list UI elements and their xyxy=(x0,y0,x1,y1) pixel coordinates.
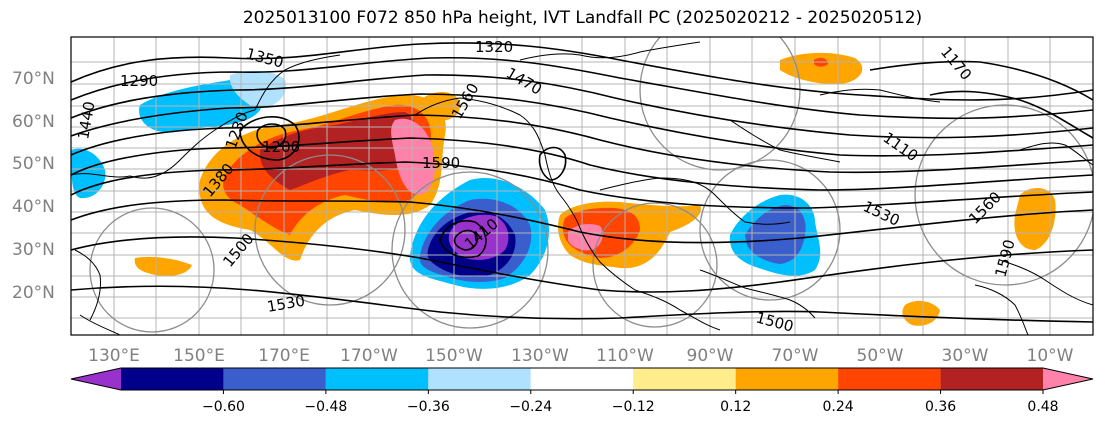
colorbar-extend-high xyxy=(1043,368,1093,390)
colorbar-tick-label: −0.60 xyxy=(202,399,245,415)
lon-label: 130°E xyxy=(88,346,140,366)
colorbar: −0.60 −0.48 −0.36 −0.24 −0.12 0.12 0.24 0.36 0.4… xyxy=(70,367,1094,415)
colorbar-tick-label: −0.36 xyxy=(407,399,450,415)
colorbar-tick-label: 0.48 xyxy=(1027,399,1058,415)
lon-label: 170°W xyxy=(340,346,398,366)
lon-label: 50°W xyxy=(857,346,904,366)
colorbar-tick-label: 0.24 xyxy=(823,399,854,415)
shade-positive-region xyxy=(134,256,192,277)
colorbar-outline xyxy=(70,367,1094,391)
shade-positive-region xyxy=(259,112,417,190)
lat-label: 40°N xyxy=(12,197,55,217)
longitude-labels: 130°E 150°E 170°E 170°W 150°W 130°W 110°… xyxy=(88,346,1074,366)
colorbar-segment xyxy=(735,368,839,390)
graticule xyxy=(71,37,1093,335)
colorbar-segment xyxy=(428,368,531,390)
lat-label: 50°N xyxy=(12,154,55,174)
contour-label: 1290 xyxy=(120,72,158,90)
lon-label: 150°W xyxy=(425,346,483,366)
lon-label: 130°W xyxy=(511,346,569,366)
colorbar-segment xyxy=(940,368,1043,390)
shade-positive-region xyxy=(780,52,863,85)
shade-negative-region xyxy=(745,205,806,264)
figure-title: 2025013100 F072 850 hPa height, IVT Land… xyxy=(242,8,923,28)
colorbar-segment xyxy=(121,368,224,390)
shade-negative-region xyxy=(448,214,509,260)
colorbar-tick-label: −0.48 xyxy=(304,399,347,415)
map-frame xyxy=(70,36,1094,336)
lon-label: 70°W xyxy=(772,346,819,366)
shade-positive-region xyxy=(1014,188,1056,250)
coastlines xyxy=(71,41,1093,335)
colorbar-tick-label: 0.36 xyxy=(925,399,956,415)
contour-label: 1590 xyxy=(422,154,460,172)
colorbar-segment xyxy=(325,368,429,390)
lat-label: 20°N xyxy=(12,283,55,303)
lat-label: 60°N xyxy=(12,112,55,132)
shade-positive-region xyxy=(902,300,940,326)
lat-label: 30°N xyxy=(12,240,55,260)
colorbar-segment xyxy=(838,368,941,390)
contour-label: 1200 xyxy=(262,138,300,156)
lon-label: 150°E xyxy=(173,346,225,366)
latitude-labels: 70°N 60°N 50°N 40°N 30°N 20°N xyxy=(12,69,55,303)
lon-label: 170°E xyxy=(258,346,310,366)
colorbar-segment xyxy=(223,368,326,390)
lat-label: 70°N xyxy=(12,69,55,89)
height-contours xyxy=(71,42,1093,323)
lon-label: 30°W xyxy=(942,346,989,366)
lon-label: 110°W xyxy=(596,346,654,366)
colorbar-tick-label: −0.12 xyxy=(612,399,655,415)
lon-label: 10°W xyxy=(1027,346,1074,366)
colorbar-tick-label: −0.24 xyxy=(509,399,552,415)
colorbar-tick-label: 0.12 xyxy=(720,399,751,415)
colorbar-segment xyxy=(530,368,634,390)
contour-label: 1320 xyxy=(475,38,513,56)
colorbar-extend-low xyxy=(71,368,121,390)
colorbar-segment xyxy=(633,368,736,390)
lon-label: 90°W xyxy=(687,346,734,366)
